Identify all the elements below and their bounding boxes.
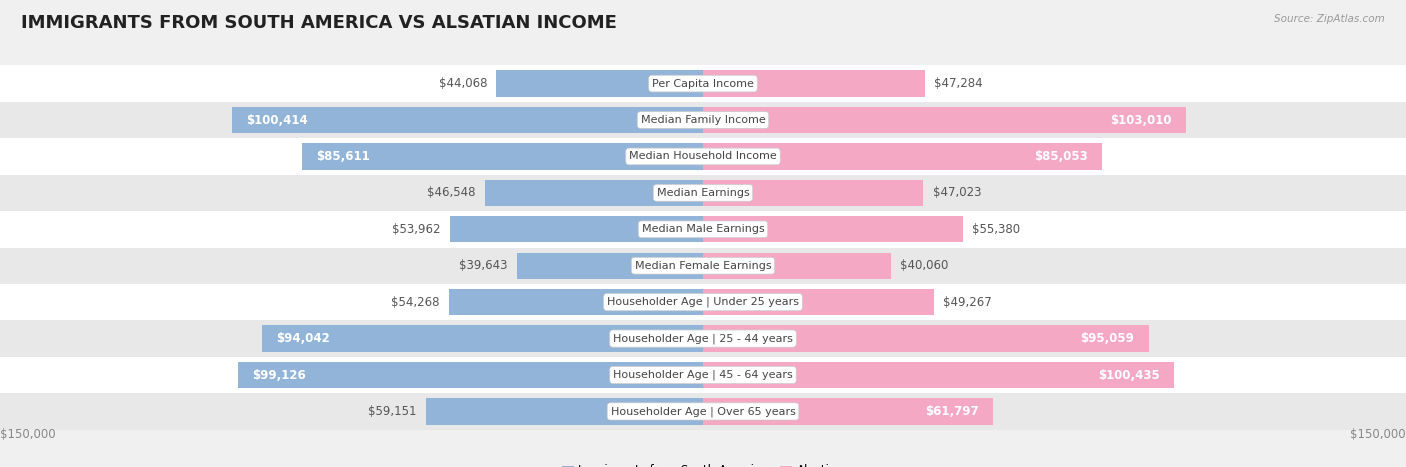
Bar	[703, 180, 924, 206]
Text: $46,548: $46,548	[427, 186, 475, 199]
Legend: Immigrants from South America, Alsatian: Immigrants from South America, Alsatian	[557, 460, 849, 467]
Text: Median Family Income: Median Family Income	[641, 115, 765, 125]
Text: $44,068: $44,068	[439, 77, 486, 90]
Text: Householder Age | Under 25 years: Householder Age | Under 25 years	[607, 297, 799, 307]
Text: $99,126: $99,126	[253, 368, 307, 382]
Text: $39,643: $39,643	[460, 259, 508, 272]
Bar	[0, 138, 1406, 175]
Text: $47,284: $47,284	[934, 77, 983, 90]
Text: $49,267: $49,267	[943, 296, 993, 309]
Text: $94,042: $94,042	[277, 332, 330, 345]
Bar	[0, 248, 1406, 284]
Text: $95,059: $95,059	[1081, 332, 1135, 345]
Bar	[450, 216, 703, 242]
Bar	[703, 216, 963, 242]
Bar	[703, 143, 1102, 170]
Text: Householder Age | 45 - 64 years: Householder Age | 45 - 64 years	[613, 370, 793, 380]
Text: Per Capita Income: Per Capita Income	[652, 78, 754, 89]
Text: Householder Age | 25 - 44 years: Householder Age | 25 - 44 years	[613, 333, 793, 344]
Text: $53,962: $53,962	[392, 223, 440, 236]
Text: $150,000: $150,000	[1350, 427, 1406, 440]
Bar	[302, 143, 703, 170]
Bar	[0, 320, 1406, 357]
Bar	[0, 357, 1406, 393]
Text: $100,414: $100,414	[246, 113, 308, 127]
Text: Source: ZipAtlas.com: Source: ZipAtlas.com	[1274, 14, 1385, 24]
Bar	[449, 289, 703, 315]
Bar	[426, 398, 703, 425]
Text: $47,023: $47,023	[932, 186, 981, 199]
Bar	[263, 325, 703, 352]
Text: Householder Age | Over 65 years: Householder Age | Over 65 years	[610, 406, 796, 417]
Bar	[0, 175, 1406, 211]
Bar	[0, 284, 1406, 320]
Bar	[703, 362, 1174, 388]
Text: $103,010: $103,010	[1111, 113, 1171, 127]
Bar	[232, 107, 703, 133]
Bar	[0, 393, 1406, 430]
Text: Median Male Earnings: Median Male Earnings	[641, 224, 765, 234]
Bar	[703, 253, 891, 279]
Text: $40,060: $40,060	[900, 259, 949, 272]
Text: $85,053: $85,053	[1033, 150, 1088, 163]
Text: Median Female Earnings: Median Female Earnings	[634, 261, 772, 271]
Bar	[239, 362, 703, 388]
Text: $150,000: $150,000	[0, 427, 56, 440]
Bar	[703, 107, 1185, 133]
Text: $59,151: $59,151	[368, 405, 416, 418]
Bar	[703, 398, 993, 425]
Bar	[0, 65, 1406, 102]
Text: $54,268: $54,268	[391, 296, 439, 309]
Text: IMMIGRANTS FROM SOUTH AMERICA VS ALSATIAN INCOME: IMMIGRANTS FROM SOUTH AMERICA VS ALSATIA…	[21, 14, 617, 32]
Bar	[485, 180, 703, 206]
Text: $61,797: $61,797	[925, 405, 979, 418]
Bar	[703, 289, 934, 315]
Text: Median Earnings: Median Earnings	[657, 188, 749, 198]
Bar	[517, 253, 703, 279]
Bar	[703, 71, 925, 97]
Text: $85,611: $85,611	[316, 150, 370, 163]
Bar	[703, 325, 1149, 352]
Bar	[0, 102, 1406, 138]
Bar	[0, 211, 1406, 248]
Text: $55,380: $55,380	[972, 223, 1019, 236]
Text: $100,435: $100,435	[1098, 368, 1160, 382]
Bar	[496, 71, 703, 97]
Text: Median Household Income: Median Household Income	[628, 151, 778, 162]
